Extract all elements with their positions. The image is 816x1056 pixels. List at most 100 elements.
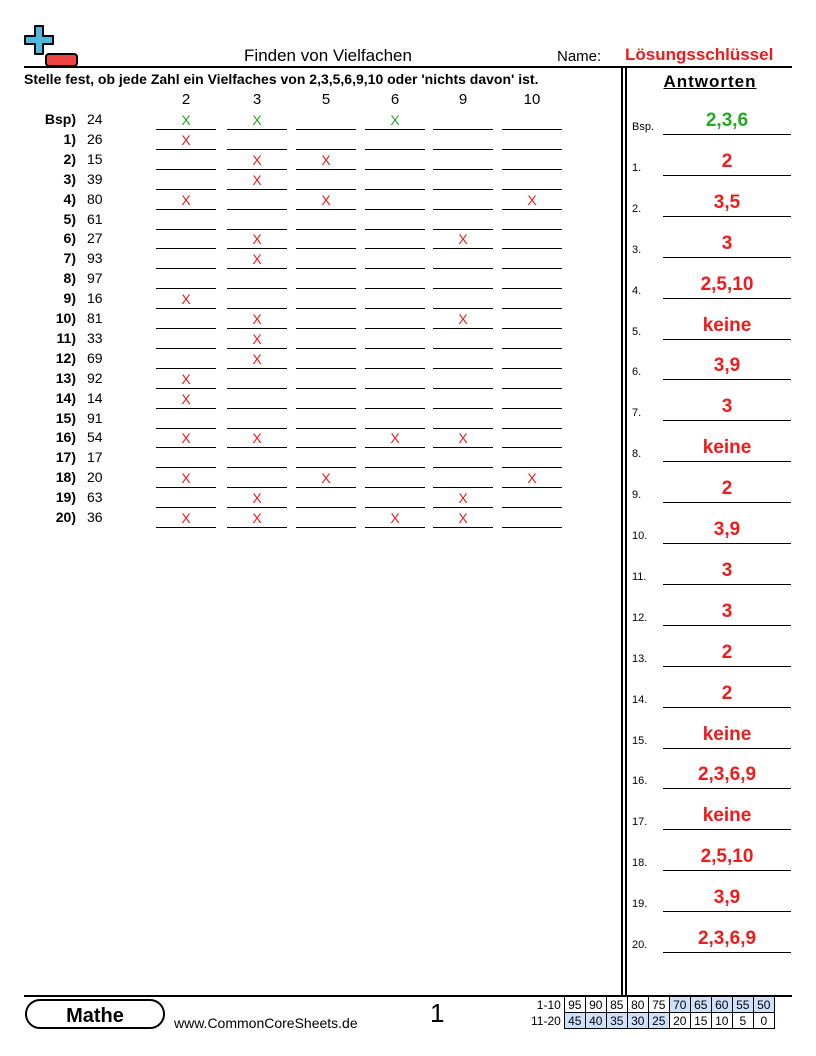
mark: X xyxy=(181,430,191,447)
answer-value: 2 xyxy=(721,150,733,172)
answer-blank xyxy=(227,407,287,409)
answer-line xyxy=(663,420,791,422)
score-row-label: 11-20 xyxy=(531,1013,561,1028)
answer-blank xyxy=(227,168,287,170)
answer-label: 3. xyxy=(632,243,642,256)
answer-blank xyxy=(227,467,287,469)
answer-value: 3,5 xyxy=(713,191,741,213)
answer-line xyxy=(663,747,791,749)
score-table: 1-10 95 90 85 80 75 70 65 60 55 50 11-20 45 40 35 30 25 2… xyxy=(528,996,775,1029)
mark: X xyxy=(321,151,331,168)
answer-blank xyxy=(227,427,287,429)
answer-blank xyxy=(433,387,493,389)
answer-blank xyxy=(433,129,493,130)
answer-blank xyxy=(296,507,356,509)
mark: X xyxy=(458,311,468,327)
answer-blank xyxy=(227,188,287,190)
answer-value: 3,9 xyxy=(713,519,741,540)
score-cell: 35 xyxy=(605,1012,628,1029)
answer-line xyxy=(663,543,791,544)
row-label: 15) xyxy=(55,409,76,426)
answer-blank xyxy=(156,208,216,210)
mark: X xyxy=(181,470,191,487)
answer-value: 3 xyxy=(721,396,733,418)
score-cell: 65 xyxy=(689,996,712,1013)
answer-value: keine xyxy=(702,805,752,827)
answer-label: 10. xyxy=(632,530,648,542)
answer-blank xyxy=(502,367,562,369)
answer-line xyxy=(663,706,791,708)
answer-value: 3,9 xyxy=(713,355,741,377)
answer-blank xyxy=(502,407,562,409)
mark: X xyxy=(252,330,262,347)
column-header: 2 xyxy=(181,91,191,108)
answer-blank xyxy=(433,228,493,230)
answer-blank xyxy=(227,228,287,230)
answer-blank xyxy=(502,208,562,210)
answer-blank xyxy=(156,148,216,150)
row-number: 54 xyxy=(87,429,103,446)
answer-blank xyxy=(502,427,562,429)
mark: X xyxy=(390,510,400,526)
answer-blank xyxy=(227,447,287,449)
answer-line xyxy=(663,788,791,790)
mark: X xyxy=(181,191,191,208)
mark: X xyxy=(321,470,331,487)
mark: X xyxy=(181,291,191,308)
score-cell: 0 xyxy=(752,1012,775,1029)
answer-blank xyxy=(433,268,493,270)
answer-line xyxy=(663,502,791,504)
header-divider xyxy=(24,66,792,68)
answer-blank xyxy=(365,427,425,429)
answer-label: 11. xyxy=(632,570,647,583)
answer-blank xyxy=(365,188,425,190)
answer-blank xyxy=(502,129,562,130)
score-cell: 20 xyxy=(668,1012,691,1029)
row-label: Bsp) xyxy=(44,111,76,127)
answer-line xyxy=(663,829,791,831)
answer-blank xyxy=(227,268,287,270)
answer-label: Bsp. xyxy=(632,121,655,133)
score-cell: 85 xyxy=(605,996,628,1013)
answer-blank xyxy=(227,148,287,150)
answer-blank xyxy=(227,367,287,369)
mark: X xyxy=(252,490,262,507)
answer-blank xyxy=(296,248,356,250)
answer-blank xyxy=(296,268,356,270)
answer-blank xyxy=(227,308,287,310)
answer-blank xyxy=(156,228,216,230)
answer-label: 4. xyxy=(632,284,642,297)
answer-blank xyxy=(365,248,425,250)
answer-line xyxy=(663,870,791,872)
answer-blank xyxy=(365,148,425,150)
answer-blank xyxy=(296,129,356,130)
answer-blank xyxy=(502,447,562,449)
answer-blank xyxy=(365,407,425,409)
answer-blank xyxy=(365,328,425,329)
answer-line xyxy=(663,174,791,176)
row-number: 93 xyxy=(87,250,103,267)
answer-blank xyxy=(433,487,493,489)
answer-blank xyxy=(296,188,356,190)
row-label: 1) xyxy=(63,130,76,147)
answer-blank xyxy=(296,467,356,469)
mark: X xyxy=(181,510,191,526)
answer-blank xyxy=(156,507,216,509)
row-number: 24 xyxy=(87,111,103,127)
score-cell: 70 xyxy=(668,996,691,1013)
answer-blank xyxy=(502,168,562,170)
website-link[interactable]: www.CommonCoreSheets.de xyxy=(174,1015,358,1031)
score-cell: 45 xyxy=(563,1012,586,1029)
answer-blank xyxy=(502,148,562,150)
answer-blank xyxy=(365,288,425,290)
row-label: 17) xyxy=(55,449,76,466)
answer-blank xyxy=(365,467,425,469)
answer-blank xyxy=(502,507,562,509)
answer-blank xyxy=(156,248,216,250)
score-cell: 75 xyxy=(647,996,670,1013)
mark: X xyxy=(252,171,262,188)
answer-blank xyxy=(296,487,356,489)
answer-blank xyxy=(296,168,356,170)
mark: X xyxy=(252,151,262,168)
row-number: 33 xyxy=(87,329,103,346)
